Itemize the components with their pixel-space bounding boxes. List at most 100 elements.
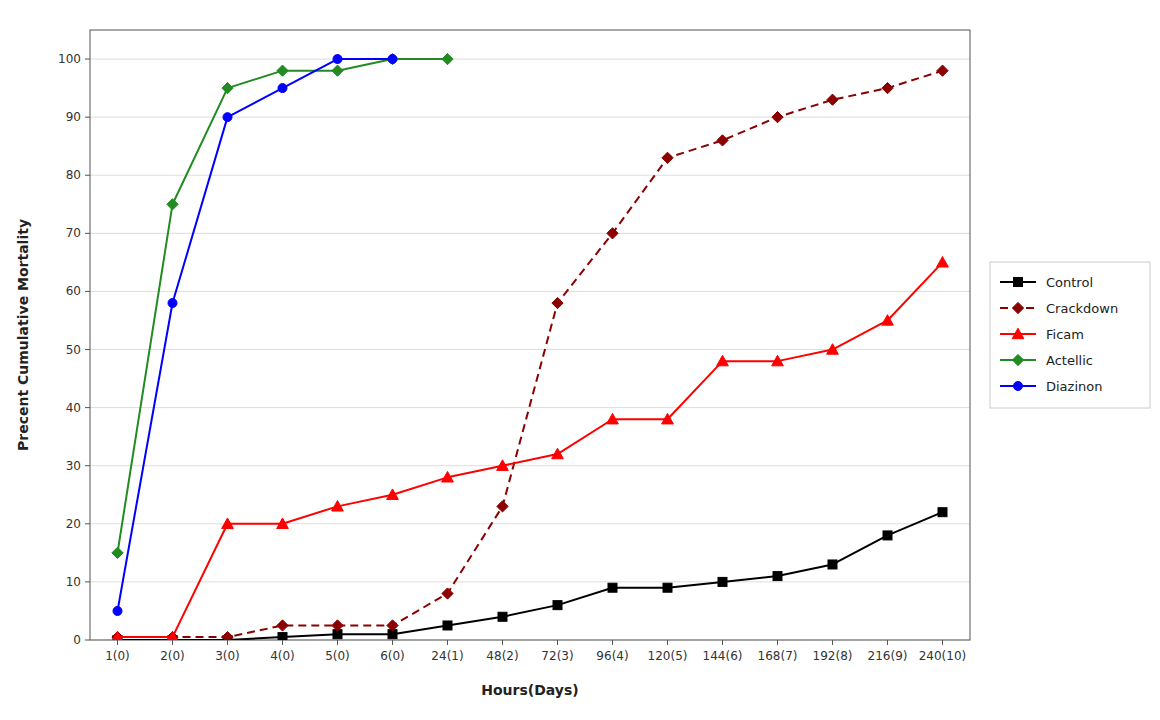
point (552, 297, 563, 308)
series (112, 53, 453, 558)
legend: ControlCrackdownFicamActellicDiazinon (990, 262, 1150, 408)
y-tick-label: 0 (73, 633, 81, 647)
legend-marker (1014, 382, 1023, 391)
x-tick (832, 640, 833, 645)
x-tick-label: 216(9) (868, 649, 908, 663)
point (167, 199, 178, 210)
grid-line (90, 233, 970, 234)
point (607, 228, 618, 239)
x-tick-label: 4(0) (270, 649, 295, 663)
point (937, 257, 949, 268)
grid-line (90, 175, 970, 176)
y-tick (85, 233, 90, 234)
grid-line (90, 407, 970, 408)
y-tick (85, 117, 90, 118)
grid-line (90, 523, 970, 524)
x-tick-label: 1(0) (105, 649, 130, 663)
x-tick-label: 3(0) (215, 649, 240, 663)
series (112, 257, 949, 640)
x-tick-label: 72(3) (541, 649, 573, 663)
legend-marker (1012, 302, 1023, 313)
grid-line (90, 465, 970, 466)
point (387, 53, 398, 64)
y-tick (85, 523, 90, 524)
x-tick (722, 640, 723, 645)
y-tick (85, 59, 90, 60)
legend-label: Actellic (1046, 353, 1093, 368)
x-axis-label: Hours(Days) (481, 682, 578, 698)
x-tick (667, 640, 668, 645)
series-line (118, 59, 393, 611)
x-tick-label: 144(6) (703, 649, 743, 663)
series (113, 55, 397, 616)
grid-line (90, 117, 970, 118)
grid-line (90, 291, 970, 292)
series (113, 508, 947, 640)
x-tick-label: 168(7) (758, 649, 798, 663)
point (278, 633, 287, 640)
y-tick-label: 30 (66, 459, 81, 473)
point (552, 448, 564, 459)
grid-line (90, 581, 970, 582)
point (717, 355, 729, 366)
legend-label: Diazinon (1046, 379, 1102, 394)
point (718, 577, 727, 586)
point (662, 152, 673, 163)
legend-marker (1014, 278, 1023, 287)
grid-line (90, 349, 970, 350)
point (938, 508, 947, 517)
y-tick-label: 80 (66, 168, 81, 182)
point (388, 55, 397, 64)
point (497, 501, 508, 512)
point (443, 621, 452, 630)
x-tick-label: 48(2) (486, 649, 518, 663)
y-tick (85, 581, 90, 582)
plot-area (90, 30, 970, 640)
axes: 01020304050607080901001(0)2(0)3(0)4(0)5(… (58, 30, 970, 663)
point (442, 53, 453, 64)
point (222, 631, 233, 640)
point (773, 572, 782, 581)
point (113, 606, 122, 615)
series-line (118, 71, 943, 637)
legend-marker (1012, 328, 1024, 339)
x-tick-label: 192(8) (813, 649, 853, 663)
x-tick (337, 640, 338, 645)
point (608, 583, 617, 592)
y-tick-label: 70 (66, 226, 81, 240)
x-tick (557, 640, 558, 645)
x-tick-label: 6(0) (380, 649, 405, 663)
point (168, 299, 177, 308)
x-tick (172, 640, 173, 645)
chart: 01020304050607080901001(0)2(0)3(0)4(0)5(… (0, 0, 1160, 720)
series-line (118, 262, 943, 637)
y-tick (85, 407, 90, 408)
point (772, 112, 783, 123)
y-tick-label: 60 (66, 284, 81, 298)
point (167, 631, 178, 640)
x-tick (777, 640, 778, 645)
y-tick (85, 640, 90, 641)
point (223, 113, 232, 122)
x-tick (392, 640, 393, 645)
point (827, 344, 839, 355)
y-axis-label: Precent Cumulative Mortality (15, 219, 31, 451)
point (222, 518, 234, 529)
point (332, 501, 344, 512)
x-tick (282, 640, 283, 645)
point (662, 413, 674, 424)
point (387, 620, 398, 631)
point (332, 65, 343, 76)
data-layer (112, 53, 949, 640)
y-tick-label: 90 (66, 110, 81, 124)
legend-label: Crackdown (1046, 301, 1118, 316)
plot-frame (90, 30, 970, 640)
point (387, 489, 399, 500)
point (222, 82, 233, 93)
x-tick-label: 24(1) (431, 649, 463, 663)
x-tick (447, 640, 448, 645)
point (553, 601, 562, 610)
series-line (118, 59, 448, 553)
point (442, 471, 454, 482)
x-tick (942, 640, 943, 645)
